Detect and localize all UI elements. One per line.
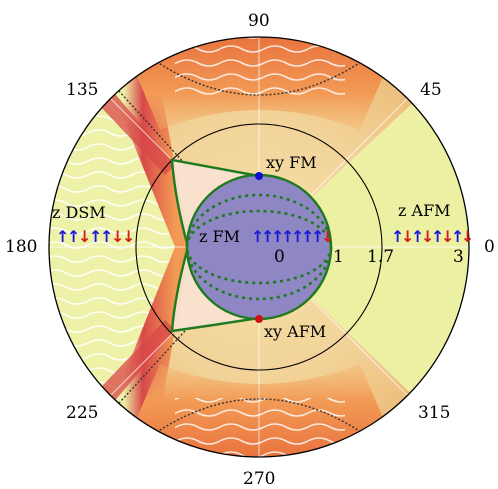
spin-arrow: ↑	[67, 227, 80, 246]
spin-row-z-fm: ↑↑↑↑↑↑↑↓	[251, 227, 334, 246]
inner-disk-z-fm	[185, 173, 333, 321]
radial-label-3: 3	[453, 247, 464, 267]
angle-label-45: 45	[420, 80, 442, 100]
ring-r-1.7	[135, 123, 383, 371]
label-z-dsm: z DSM	[52, 203, 106, 222]
spin-arrow: ↑	[431, 227, 444, 246]
spin-arrow: ↓	[421, 227, 434, 246]
spin-arrow: ↓	[461, 227, 474, 246]
angle-label-315: 315	[418, 403, 450, 423]
outer-boundary-circle	[48, 36, 470, 458]
spin-arrow: ↑	[301, 227, 314, 246]
spin-arrow: ↑	[271, 227, 284, 246]
angle-label-135: 135	[66, 80, 98, 100]
spin-arrow: ↑	[56, 227, 69, 246]
spin-arrow: ↓	[122, 227, 135, 246]
radial-label-0: 0	[274, 247, 285, 267]
spin-arrow: ↓	[321, 227, 334, 246]
spin-row-z-dsm: ↑↑↓↑↑↓↓	[56, 227, 135, 246]
radial-label-1.7: 1.7	[367, 247, 394, 267]
xy-afm-point	[255, 315, 263, 323]
spin-arrow: ↑	[451, 227, 464, 246]
spin-arrow: ↓	[78, 227, 91, 246]
spin-arrow: ↑	[89, 227, 102, 246]
label-z-fm: z FM	[199, 227, 240, 246]
dotted-ellipses	[185, 193, 333, 301]
spin-arrow: ↑	[311, 227, 324, 246]
label-z-afm: z AFM	[398, 201, 451, 220]
spin-arrow: ↓	[111, 227, 124, 246]
spin-arrow: ↑	[391, 227, 404, 246]
angle-label-270: 270	[243, 469, 275, 489]
spin-arrow: ↑	[100, 227, 113, 246]
label-xy-afm: xy AFM	[264, 322, 326, 341]
spin-arrow: ↑	[291, 227, 304, 246]
spin-arrow: ↓	[401, 227, 414, 246]
radial-label-1: 1	[333, 247, 344, 267]
spin-row-z-afm: ↑↓↑↓↑↓↑↓	[391, 227, 474, 246]
spin-arrow: ↑	[411, 227, 424, 246]
angle-label-225: 225	[66, 403, 98, 423]
spin-arrow: ↓	[441, 227, 454, 246]
xy-fm-point	[255, 172, 263, 180]
spin-arrow: ↑	[281, 227, 294, 246]
angle-label-180: 180	[5, 237, 37, 257]
spin-arrow: ↑	[251, 227, 264, 246]
spin-arrow: ↑	[261, 227, 274, 246]
angle-label-0: 0	[484, 237, 495, 257]
label-xy-fm: xy FM	[266, 153, 317, 172]
angle-label-90: 90	[248, 11, 270, 31]
